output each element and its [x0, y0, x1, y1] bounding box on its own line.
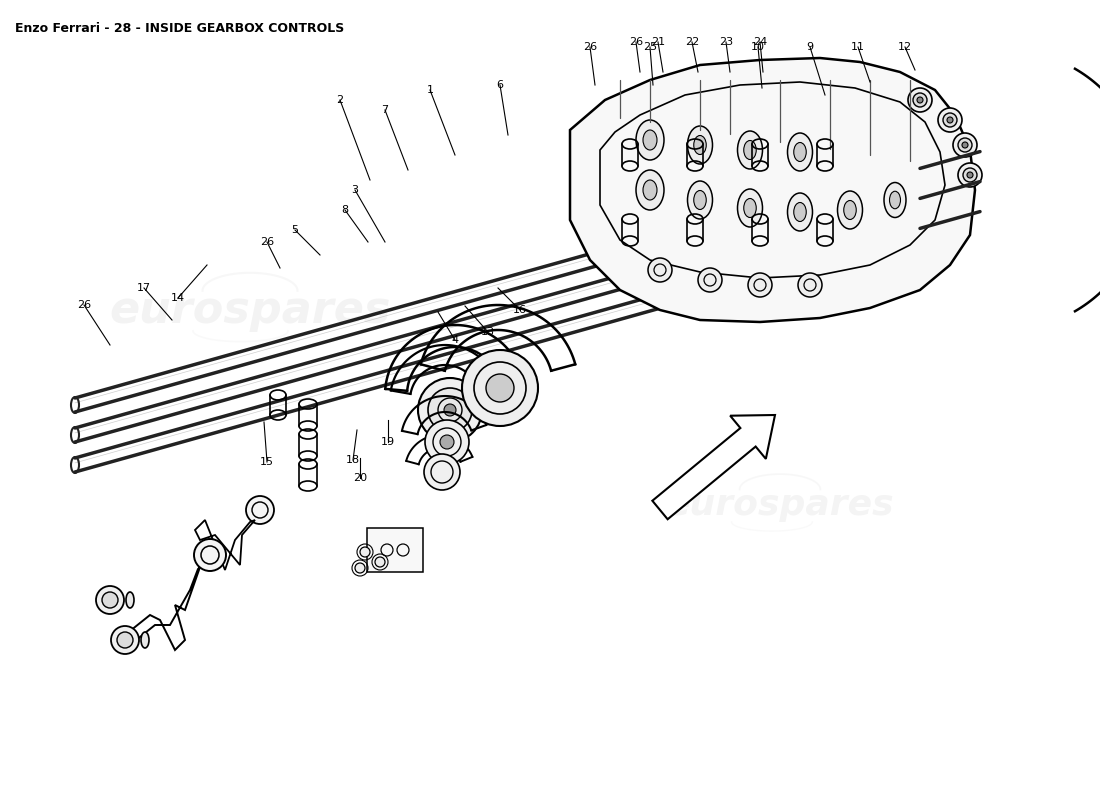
Text: eurospares: eurospares	[109, 289, 390, 331]
Text: 20: 20	[353, 473, 367, 483]
Polygon shape	[652, 415, 776, 519]
Circle shape	[111, 626, 139, 654]
Text: 10: 10	[751, 42, 764, 52]
Ellipse shape	[890, 191, 901, 209]
Circle shape	[958, 163, 982, 187]
Text: 19: 19	[381, 437, 395, 447]
Text: 4: 4	[451, 335, 459, 345]
Ellipse shape	[688, 126, 713, 164]
Circle shape	[962, 142, 968, 148]
Circle shape	[360, 547, 370, 557]
Ellipse shape	[737, 131, 762, 169]
Ellipse shape	[636, 120, 664, 160]
Text: 5: 5	[292, 225, 298, 235]
Ellipse shape	[737, 189, 762, 227]
Ellipse shape	[837, 191, 862, 229]
Circle shape	[444, 404, 456, 416]
Ellipse shape	[636, 170, 664, 210]
Ellipse shape	[788, 133, 813, 171]
Circle shape	[908, 88, 932, 112]
Text: 22: 22	[685, 37, 700, 47]
Circle shape	[748, 273, 772, 297]
Ellipse shape	[694, 190, 706, 210]
Text: 17: 17	[136, 283, 151, 293]
Text: 25: 25	[642, 42, 657, 52]
Text: 16: 16	[513, 305, 527, 315]
Ellipse shape	[744, 141, 757, 159]
Circle shape	[424, 454, 460, 490]
Circle shape	[917, 97, 923, 103]
Text: 26: 26	[260, 237, 274, 247]
Circle shape	[938, 108, 962, 132]
Text: 1: 1	[427, 85, 433, 95]
Circle shape	[117, 632, 133, 648]
Circle shape	[953, 133, 977, 157]
Text: 26: 26	[583, 42, 597, 52]
Ellipse shape	[644, 180, 657, 200]
Text: 11: 11	[851, 42, 865, 52]
Text: eurospares: eurospares	[666, 488, 894, 522]
Circle shape	[648, 258, 672, 282]
Circle shape	[96, 586, 124, 614]
Text: 13: 13	[481, 327, 495, 337]
Circle shape	[102, 592, 118, 608]
Text: 8: 8	[341, 205, 349, 215]
Text: 3: 3	[352, 185, 359, 195]
Text: 21: 21	[651, 37, 666, 47]
Text: 2: 2	[337, 95, 343, 105]
Circle shape	[440, 435, 454, 449]
Circle shape	[698, 268, 722, 292]
Circle shape	[962, 168, 977, 182]
Ellipse shape	[644, 130, 657, 150]
Circle shape	[418, 378, 482, 442]
Text: 14: 14	[170, 293, 185, 303]
Text: 23: 23	[719, 37, 733, 47]
Polygon shape	[570, 58, 975, 322]
Circle shape	[246, 496, 274, 524]
Text: 6: 6	[496, 80, 504, 90]
Ellipse shape	[788, 193, 813, 231]
Ellipse shape	[141, 632, 149, 648]
Text: 18: 18	[345, 455, 360, 465]
Ellipse shape	[744, 198, 757, 218]
Circle shape	[375, 557, 385, 567]
Circle shape	[913, 93, 927, 107]
Circle shape	[958, 138, 972, 152]
Ellipse shape	[126, 592, 134, 608]
Text: 26: 26	[629, 37, 644, 47]
Ellipse shape	[794, 142, 806, 162]
Circle shape	[428, 388, 472, 432]
Circle shape	[462, 350, 538, 426]
Circle shape	[355, 563, 365, 573]
Ellipse shape	[694, 135, 706, 154]
Ellipse shape	[884, 182, 906, 218]
Text: 7: 7	[382, 105, 388, 115]
Text: 24: 24	[752, 37, 767, 47]
Ellipse shape	[794, 202, 806, 222]
Polygon shape	[367, 528, 424, 572]
Text: 15: 15	[260, 457, 274, 467]
Circle shape	[967, 172, 974, 178]
Circle shape	[947, 117, 953, 123]
Circle shape	[194, 539, 226, 571]
Ellipse shape	[844, 201, 856, 219]
Circle shape	[798, 273, 822, 297]
Circle shape	[486, 374, 514, 402]
Text: 12: 12	[898, 42, 912, 52]
Circle shape	[943, 113, 957, 127]
Circle shape	[425, 420, 469, 464]
Text: Enzo Ferrari - 28 - INSIDE GEARBOX CONTROLS: Enzo Ferrari - 28 - INSIDE GEARBOX CONTR…	[15, 22, 344, 35]
Text: 26: 26	[77, 300, 91, 310]
Ellipse shape	[688, 181, 713, 219]
Text: 9: 9	[806, 42, 814, 52]
